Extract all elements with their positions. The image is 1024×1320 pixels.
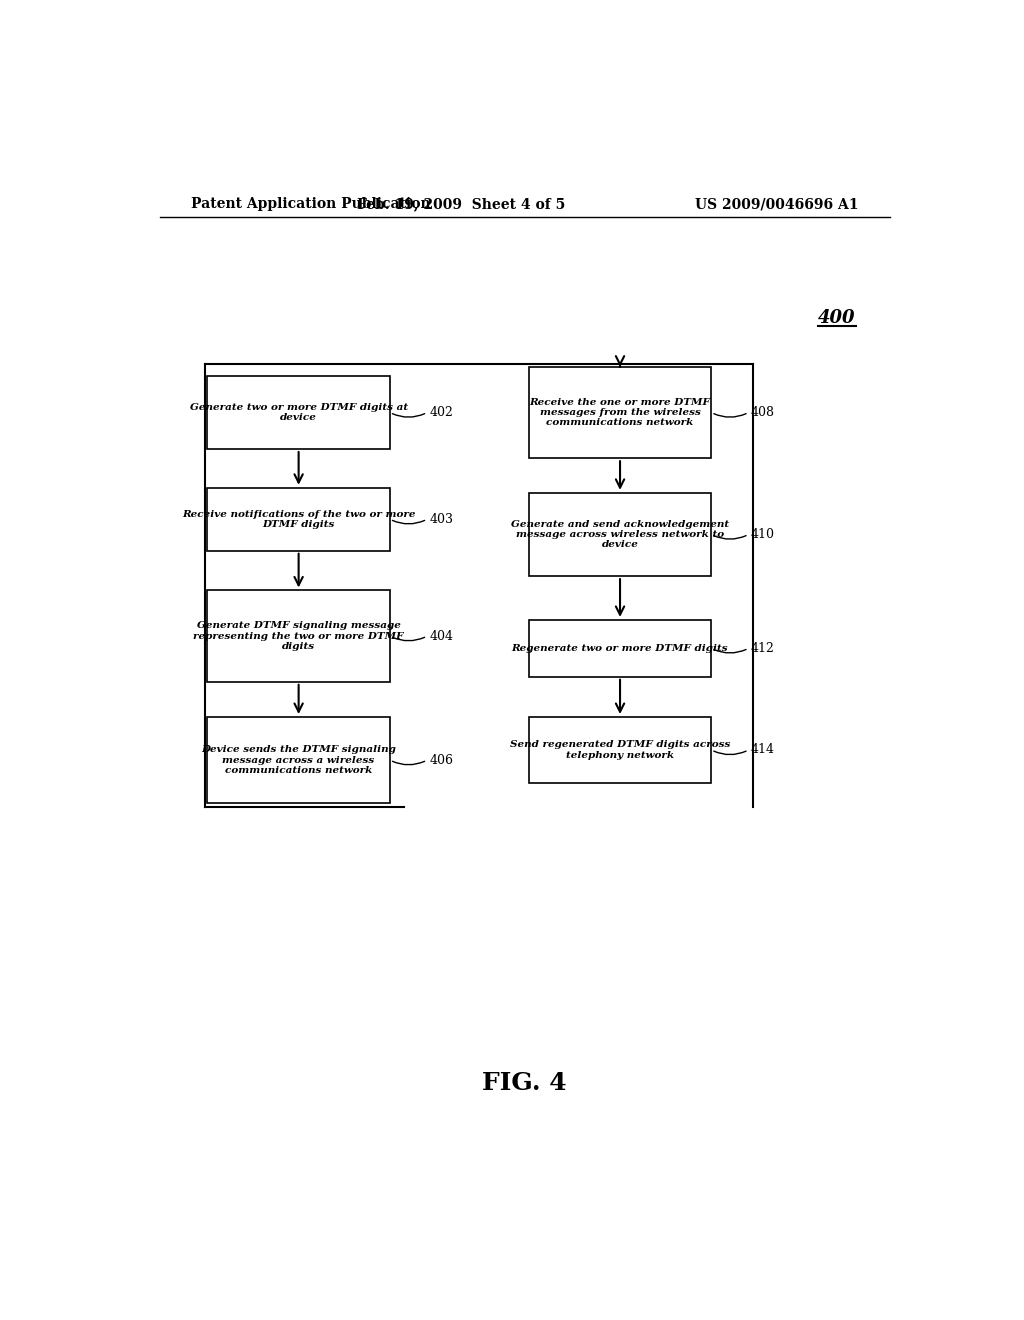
Text: 414: 414 (751, 743, 775, 756)
Text: 404: 404 (430, 630, 454, 643)
Text: Device sends the DTMF signaling
message across a wireless
communications network: Device sends the DTMF signaling message … (201, 746, 396, 775)
Text: 410: 410 (751, 528, 775, 541)
FancyBboxPatch shape (207, 487, 390, 550)
Text: Generate DTMF signaling message
representing the two or more DTMF
digits: Generate DTMF signaling message represen… (194, 622, 403, 651)
Text: Receive notifications of the two or more
DTMF digits: Receive notifications of the two or more… (182, 510, 416, 529)
FancyBboxPatch shape (207, 717, 390, 804)
FancyBboxPatch shape (528, 367, 712, 458)
Text: FIG. 4: FIG. 4 (482, 1072, 567, 1096)
Text: Generate two or more DTMF digits at
device: Generate two or more DTMF digits at devi… (189, 403, 408, 422)
Text: 412: 412 (751, 642, 775, 655)
FancyBboxPatch shape (528, 492, 712, 576)
Text: US 2009/0046696 A1: US 2009/0046696 A1 (694, 197, 858, 211)
Text: Generate and send acknowledgement
message across wireless network to
device: Generate and send acknowledgement messag… (511, 520, 729, 549)
Text: Send regenerated DTMF digits across
telephony network: Send regenerated DTMF digits across tele… (510, 741, 730, 759)
Text: 408: 408 (751, 407, 775, 418)
FancyBboxPatch shape (528, 717, 712, 783)
FancyBboxPatch shape (207, 590, 390, 682)
Text: Regenerate two or more DTMF digits: Regenerate two or more DTMF digits (512, 644, 728, 653)
FancyBboxPatch shape (528, 620, 712, 677)
Text: 406: 406 (430, 754, 454, 767)
Text: 402: 402 (430, 407, 454, 418)
Text: 400: 400 (818, 309, 855, 327)
Text: Feb. 19, 2009  Sheet 4 of 5: Feb. 19, 2009 Sheet 4 of 5 (357, 197, 565, 211)
Text: Receive the one or more DTMF
messages from the wireless
communications network: Receive the one or more DTMF messages fr… (529, 397, 711, 428)
Text: 403: 403 (430, 512, 454, 525)
Text: Patent Application Publication: Patent Application Publication (191, 197, 431, 211)
FancyBboxPatch shape (207, 376, 390, 449)
